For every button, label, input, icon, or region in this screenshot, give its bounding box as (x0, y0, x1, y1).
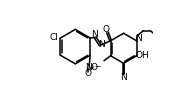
Text: Cl: Cl (50, 33, 59, 42)
Text: OH: OH (136, 51, 150, 60)
Text: N: N (98, 40, 105, 49)
Text: N: N (135, 34, 142, 43)
Text: +: + (89, 64, 95, 69)
Text: N: N (85, 63, 92, 72)
Text: O: O (103, 25, 110, 34)
Text: N: N (91, 30, 98, 39)
Text: −: − (94, 62, 100, 71)
Text: O: O (85, 69, 92, 78)
Text: O: O (91, 63, 98, 72)
Text: N: N (120, 73, 127, 82)
